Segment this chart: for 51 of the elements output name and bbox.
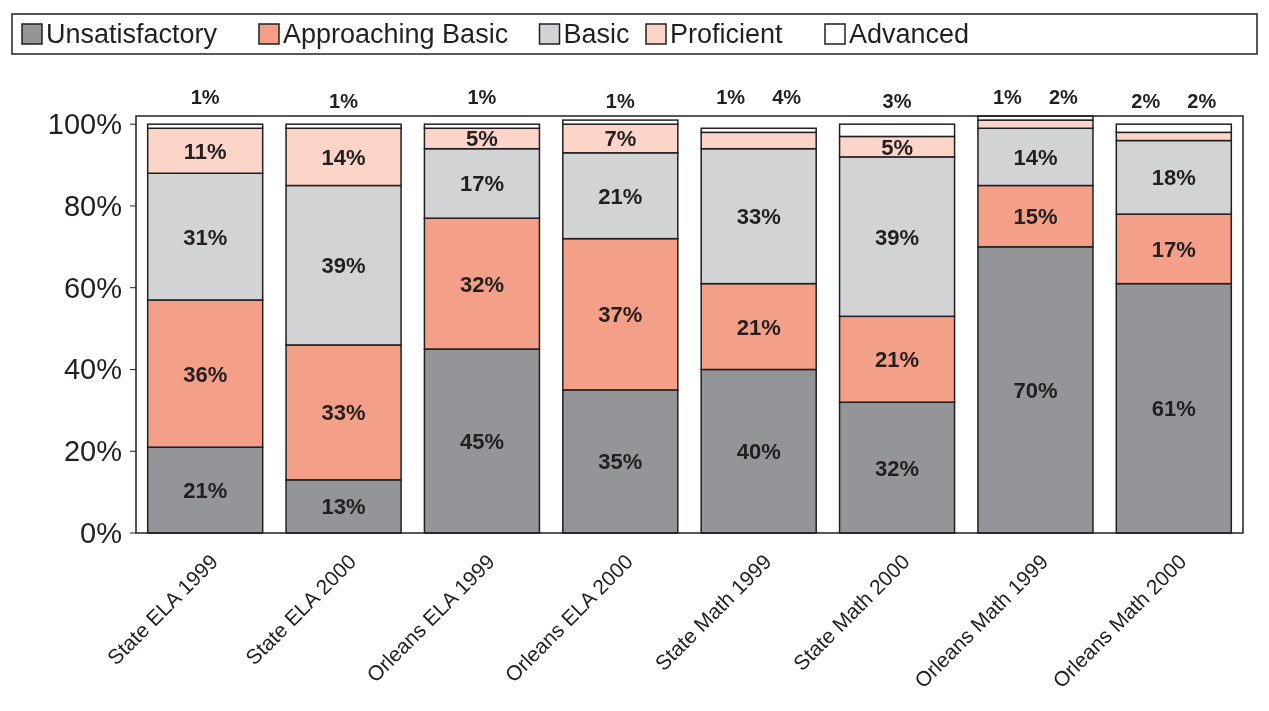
data-label: 11% [183, 138, 227, 164]
data-label: 1% [716, 86, 746, 108]
data-label: 18% [1151, 165, 1196, 191]
legend-label: Approaching Basic [283, 19, 509, 49]
data-label: 1% [190, 86, 220, 108]
data-label: 21% [183, 478, 228, 504]
data-label: 32% [875, 455, 920, 481]
data-label: 1% [329, 90, 359, 112]
y-tick-label: 100% [47, 108, 122, 141]
data-label: 2% [1131, 90, 1161, 112]
y-tick-label: 80% [63, 189, 122, 222]
data-label: 21% [598, 183, 643, 209]
legend-label: Advanced [849, 19, 970, 49]
data-label: 33% [736, 204, 781, 230]
data-label: 17% [1151, 236, 1196, 262]
data-label: 32% [459, 271, 504, 297]
data-label: 17% [459, 171, 504, 197]
y-tick-label: 40% [63, 353, 122, 386]
y-tick-label: 60% [63, 271, 122, 304]
y-tick-label: 20% [63, 435, 122, 468]
legend-label: Proficient [670, 19, 784, 49]
data-label: 35% [598, 449, 643, 475]
y-tick-label: 0% [80, 517, 122, 549]
data-label: 7% [604, 126, 637, 152]
data-label: 31% [183, 224, 228, 250]
data-label: 45% [459, 429, 504, 455]
data-label: 2% [1187, 90, 1217, 112]
data-label: 15% [1013, 204, 1058, 230]
data-label: 1% [992, 86, 1023, 108]
data-label: 36% [183, 361, 228, 387]
data-label: 21% [736, 314, 781, 340]
data-label: 1% [467, 86, 497, 108]
data-label: 21% [875, 347, 920, 373]
data-label: 70% [1013, 377, 1058, 403]
data-label: 39% [875, 224, 920, 250]
data-label: 37% [598, 302, 643, 328]
data-label: 5% [466, 126, 498, 152]
legend-label: Basic [563, 19, 630, 49]
data-label: 61% [1151, 396, 1196, 422]
data-label: 33% [321, 400, 366, 426]
data-label: 14% [321, 144, 366, 170]
data-label: 39% [321, 253, 366, 279]
data-label: 40% [736, 439, 781, 465]
data-label: 5% [881, 134, 913, 160]
data-label: 2% [1048, 86, 1079, 108]
data-label: 1% [605, 90, 635, 112]
data-label: 14% [1013, 144, 1058, 170]
data-label: 4% [772, 86, 802, 108]
data-label: 3% [882, 90, 912, 112]
legend-label: Unsatisfactory [46, 19, 218, 49]
data-label: 13% [321, 494, 366, 520]
